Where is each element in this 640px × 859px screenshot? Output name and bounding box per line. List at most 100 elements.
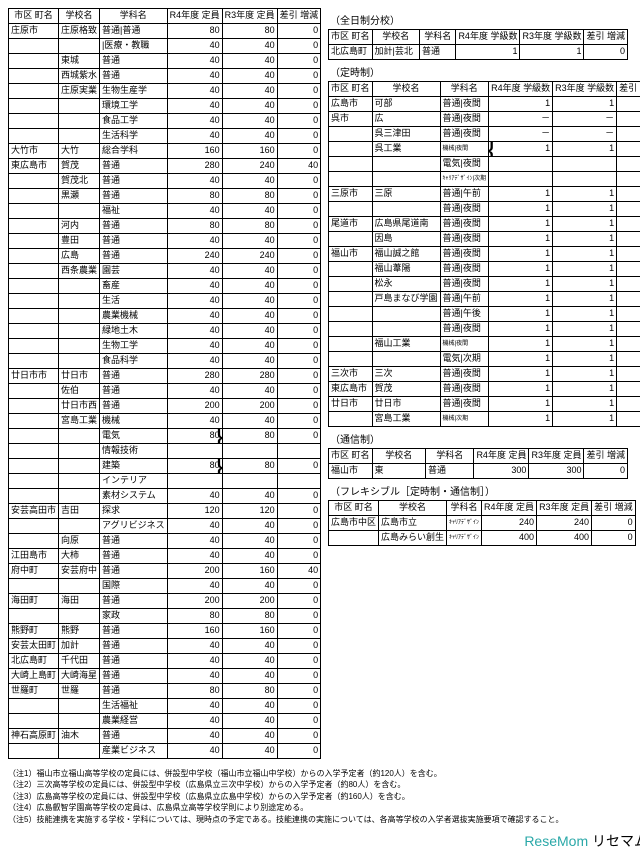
cell-dept: 普通 <box>100 54 168 69</box>
table-row: 東広島市賀茂普通28024040 <box>9 159 321 174</box>
cell-ward <box>9 714 59 729</box>
cell-r4: 80} <box>167 429 222 444</box>
cell-school: 広島市立 <box>379 516 447 531</box>
table-row: 福山葦陽普通|夜間110 <box>329 262 640 277</box>
cell-r3: 1 <box>520 45 584 60</box>
cell-ward: 三原市 <box>329 187 373 202</box>
cell-diff: 0 <box>277 249 321 264</box>
cell-dept: 情報技術 <box>100 444 168 459</box>
cell-r4: 1 <box>489 247 553 262</box>
cell-ward <box>9 534 59 549</box>
cell-r3: － <box>553 112 617 127</box>
cell-dept: 福祉 <box>100 204 168 219</box>
cell-ward: 庄原市 <box>9 24 59 39</box>
cell-r3 <box>553 157 617 172</box>
cell-ward <box>329 412 373 427</box>
cell-diff: 0 <box>592 531 636 546</box>
cell-diff: 0 <box>277 309 321 324</box>
cell-r3: 240 <box>222 249 277 264</box>
cell-diff: 0 <box>617 187 640 202</box>
cell-r3: 80 <box>222 429 277 444</box>
cell-r3: 400 <box>537 531 592 546</box>
cell-r4: 40 <box>167 699 222 714</box>
cell-ward <box>329 262 373 277</box>
cell-diff: 0 <box>277 264 321 279</box>
cell-diff: 0 <box>277 114 321 129</box>
cell-ward <box>329 307 373 322</box>
cell-diff: 0 <box>277 279 321 294</box>
cell-r4: 120 <box>167 504 222 519</box>
cell-school <box>372 172 440 187</box>
cell-r3 <box>222 474 277 489</box>
cell-diff: 0 <box>277 339 321 354</box>
cell-school <box>59 609 100 624</box>
cell-dept: 普通 <box>100 249 168 264</box>
table-row: 広島市可部普通|夜間110 <box>329 97 640 112</box>
cell-ward: 大崎上島町 <box>9 669 59 684</box>
cell-diff: 0 <box>277 354 321 369</box>
cell-r3: 1 <box>553 277 617 292</box>
cell-school: 賀茂 <box>372 382 440 397</box>
cell-ward <box>9 84 59 99</box>
cell-dept: 建築 <box>100 459 168 474</box>
cell-school: 向原 <box>59 534 100 549</box>
cell-diff: 0 <box>617 232 640 247</box>
cell-school <box>59 129 100 144</box>
cell-ward: 東広島市 <box>329 382 373 397</box>
cell-ward <box>9 114 59 129</box>
cell-r4: 1 <box>489 97 553 112</box>
cell-r4: 1 <box>489 292 553 307</box>
cell-ward <box>9 429 59 444</box>
cell-diff: 0 <box>617 277 640 292</box>
table-row: 広島市中区広島市立ｷｬﾘｱﾃﾞｻﾞｲﾝ2402400 <box>329 516 636 531</box>
table-row: 東広島市賀茂普通|夜間110 <box>329 382 640 397</box>
cell-r3: 1 <box>553 382 617 397</box>
hdr-dept: 学科名 <box>100 9 168 24</box>
cell-ward <box>329 172 373 187</box>
cell-diff: 0 <box>277 639 321 654</box>
cell-ward <box>9 219 59 234</box>
cell-dept: 環境工学 <box>100 99 168 114</box>
cell-r4: 80 <box>167 219 222 234</box>
cell-school: 河内 <box>59 219 100 234</box>
cell-r4: 40 <box>167 84 222 99</box>
cell-school <box>59 294 100 309</box>
cell-dept: 生物生産学 <box>100 84 168 99</box>
cell-school: 可部 <box>372 97 440 112</box>
cell-dept: 普通 <box>100 684 168 699</box>
cell-r4: 80 <box>167 24 222 39</box>
cell-r3: 1 <box>553 337 617 352</box>
cell-r4: 1 <box>489 397 553 412</box>
cell-diff: 0 <box>617 412 640 427</box>
cell-r4: 80 <box>167 609 222 624</box>
cell-ward <box>9 489 59 504</box>
cell-ward <box>9 459 59 474</box>
cell-r3: 1 <box>553 187 617 202</box>
hdr-school: 学校名 <box>59 9 100 24</box>
cell-r3: 1 <box>553 232 617 247</box>
cell-dept: 普通|夜間 <box>440 232 489 247</box>
cell-ward: 広島市中区 <box>329 516 379 531</box>
cell-school <box>59 579 100 594</box>
cell-r4: 400 <box>482 531 537 546</box>
cell-r4: 1 <box>489 217 553 232</box>
cell-ward <box>329 277 373 292</box>
table-row: 呉工業機械|夜間1{10 <box>329 142 640 157</box>
table-row: 三原市三原普通|午前110 <box>329 187 640 202</box>
cell-diff: 0 <box>277 684 321 699</box>
cell-dept: 普通 <box>100 639 168 654</box>
cell-ward: 北広島町 <box>329 45 373 60</box>
cell-dept: 普通 <box>100 399 168 414</box>
cell-r3: 80 <box>222 219 277 234</box>
cell-r4 <box>167 444 222 459</box>
cell-r4: 40 <box>167 414 222 429</box>
cell-r3: 40 <box>222 39 277 54</box>
cell-school: 福山葦陽 <box>372 262 440 277</box>
cell-dept: 国際 <box>100 579 168 594</box>
cell-school <box>59 39 100 54</box>
cell-diff: 0 <box>277 174 321 189</box>
cell-r3: 40 <box>222 264 277 279</box>
cell-ward <box>9 54 59 69</box>
table-row: 神石高原町油木普通40400 <box>9 729 321 744</box>
cell-r3: 1 <box>553 367 617 382</box>
